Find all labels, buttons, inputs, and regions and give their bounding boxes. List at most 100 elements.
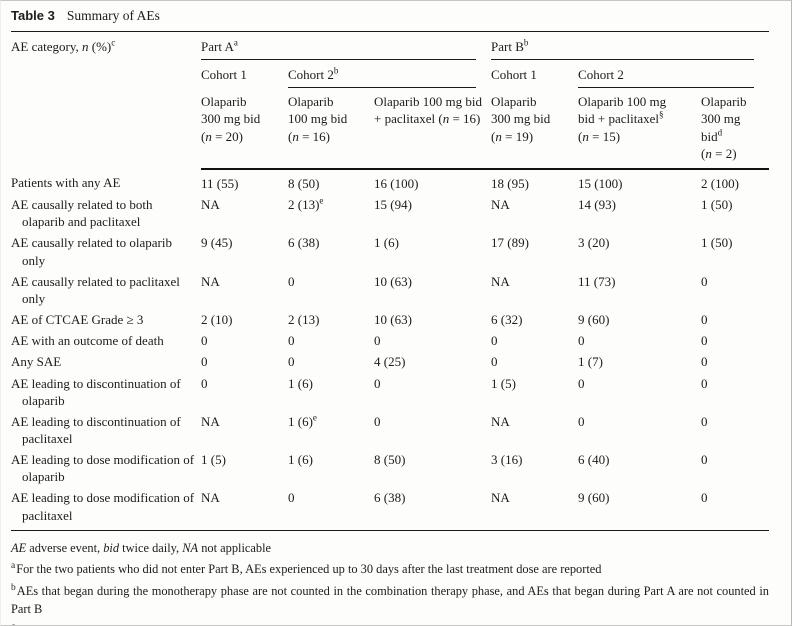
cell-value: 0 (201, 375, 208, 391)
column-group-part-b-label: Part Bb (491, 38, 755, 61)
row-label: AE causally related to both olaparib and… (11, 197, 153, 230)
row-label: AE leading to dose modification of pacli… (11, 487, 201, 531)
table-row: AE of CTCAE Grade ≥ 3 2 (10) 2 (13) 10 (63)… (11, 309, 769, 330)
cell-value: 15 (100) (578, 175, 623, 191)
table-title: Table 3 Summary of AEs (11, 8, 769, 24)
cell-value: 9 (45) (201, 235, 233, 251)
footnote-abbreviations: AE adverse event, bid twice daily, NA no… (11, 540, 272, 555)
cell-value: 6 (38) (374, 487, 492, 531)
cell-value: 3 (20) (578, 235, 610, 251)
row-label: AE leading to dose modification of olapa… (11, 452, 195, 485)
footnote-c: cPatients with multiple events in one ca… (11, 622, 769, 625)
table-row: AE leading to discontinuation of olapari… (11, 373, 769, 411)
row-label: AE leading to discontinuation of paclita… (11, 413, 181, 446)
column-header-treatment: Olaparib 100 mg bid (n = 16) (288, 88, 374, 170)
footnote-a: aFor the two patients who did not enter … (11, 561, 602, 577)
cell-value: 15 (94) (374, 197, 412, 213)
table-row: AE leading to discontinuation of paclita… (11, 411, 769, 449)
cell-value: NA (201, 413, 220, 429)
cell-value: 9 (60) (578, 487, 702, 531)
row-label: AE with an outcome of death (11, 333, 164, 349)
column-group-part-b-cohort-1: Cohort 1 (491, 67, 537, 83)
table-row: AE causally related to paclitaxel only NA… (11, 271, 769, 309)
column-group-part-a-cohort-2: Cohort 2b (288, 60, 491, 89)
column-group-part-b: Part Bb (491, 32, 769, 61)
cell-value: 11 (73) (578, 273, 616, 289)
column-header-treatment: Olaparib 100 mg bid + paclitaxel (n = 16) (374, 88, 492, 170)
cell-value: 0 (701, 312, 708, 328)
column-group-part-a: Part Aa (201, 32, 491, 61)
cell-value: 0 (701, 452, 708, 468)
cell-value: 8 (50) (288, 175, 320, 191)
cell-value: 0 (288, 487, 374, 531)
cell-value: 9 (60) (578, 312, 610, 328)
cell-value: 6 (32) (491, 312, 523, 328)
table-header: AE category, n (%)c Part Aa Part Bb Coho… (11, 32, 770, 170)
column-group-part-a-cohort-2-label: Cohort 2b (288, 66, 477, 89)
cell-value: 0 (374, 375, 381, 391)
cell-value: 0 (701, 375, 708, 391)
cell-value: 0 (578, 375, 585, 391)
cell-value: 8 (50) (374, 452, 406, 468)
table-row: AE with an outcome of death 0 0 0 0 0 0 (11, 330, 769, 351)
cell-value: 3 (16) (491, 452, 523, 468)
cell-value: 1 (50) (701, 235, 733, 251)
cell-value: 0 (288, 354, 295, 370)
column-header-treatment: Olaparib 300 mg bidd (n = 2) (701, 88, 770, 170)
cell-value: 1 (5) (201, 452, 226, 468)
table-row: AE causally related to both olaparib and… (11, 194, 769, 232)
cell-value: NA (491, 273, 510, 289)
cell-value: 0 (701, 273, 708, 289)
cell-value: 1 (7) (578, 354, 603, 370)
footnote-b: bAEs that began during the monotherapy p… (11, 582, 769, 616)
column-group-part-a-label: Part Aa (201, 38, 477, 61)
table-row: Patients with any AE 11 (55) 8 (50) 16 (100… (11, 169, 769, 194)
column-header-treatment: Olaparib 300 mg bid (n = 19) (491, 88, 579, 170)
cell-value: 6 (40) (578, 452, 610, 468)
cell-value: 1 (6)e (288, 412, 317, 429)
cell-value: NA (201, 197, 220, 213)
cell-value: 0 (491, 333, 498, 349)
footnotes: AE adverse event, bid twice daily, NA no… (11, 540, 769, 625)
cell-value: 16 (100) (374, 175, 419, 191)
ae-summary-table: AE category, n (%)c Part Aa Part Bb Coho… (11, 31, 770, 531)
table-row: AE leading to dose modification of pacli… (11, 487, 770, 531)
cell-value: 17 (89) (491, 235, 529, 251)
row-label: AE causally related to olaparib only (11, 235, 172, 268)
cell-value: 10 (63) (374, 312, 412, 328)
cell-value: 2 (10) (201, 312, 233, 328)
cell-value: 0 (491, 354, 498, 370)
column-header-treatment: Olaparib 100 mg bid + paclitaxel§ (n = 15) (578, 88, 702, 170)
cell-value: 1 (6) (288, 375, 313, 391)
column-group-part-a-cohort-1: Cohort 1 (201, 67, 247, 83)
cell-value: 0 (701, 354, 708, 370)
row-label: AE of CTCAE Grade ≥ 3 (11, 312, 144, 328)
cell-value: 2 (100) (701, 175, 739, 191)
cell-value: 0 (701, 413, 708, 429)
cell-value: NA (491, 413, 510, 429)
cell-value: 0 (701, 333, 708, 349)
cell-value: NA (201, 273, 220, 289)
cell-value: 1 (5) (491, 375, 516, 391)
cell-value: 2 (13) (288, 312, 320, 328)
cell-value: NA (491, 197, 510, 213)
cell-value: 1 (50) (701, 197, 733, 213)
cell-value: 4 (25) (374, 354, 406, 370)
cell-value: 0 (201, 354, 208, 370)
column-header-treatment: Olaparib 300 mg bid (n = 20) (201, 88, 288, 170)
cell-value: 6 (38) (288, 235, 320, 251)
cell-value: 0 (288, 273, 295, 289)
table-row: AE leading to dose modification of olapa… (11, 449, 769, 487)
cell-value: 1 (6) (374, 235, 399, 251)
table-number-label: Table 3 (11, 8, 55, 23)
table-title-text: Summary of AEs (66, 8, 160, 23)
cell-value: 1 (6) (288, 452, 313, 468)
row-label: AE causally related to paclitaxel only (11, 273, 180, 306)
cell-value: 0 (578, 413, 585, 429)
cell-value: 0 (288, 333, 295, 349)
cell-value: 2 (13)e (288, 195, 324, 213)
cell-value: 0 (374, 333, 381, 349)
column-header-ae-category: AE category, n (%)c (11, 37, 116, 54)
table-row: Any SAE 0 0 4 (25) 0 1 (7) 0 (11, 351, 769, 372)
